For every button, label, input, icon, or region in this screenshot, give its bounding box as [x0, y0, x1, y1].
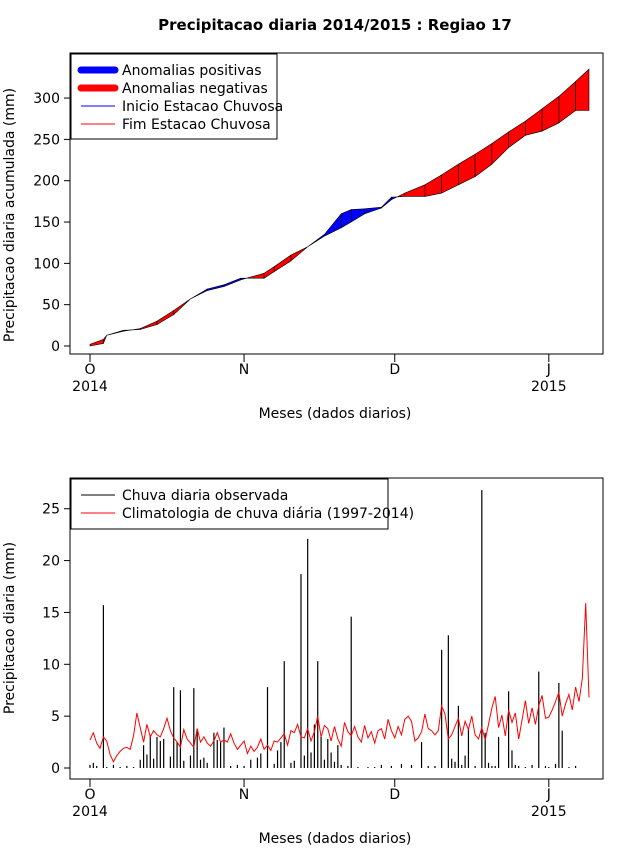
top-y-tick-label: 100 [33, 256, 60, 272]
bottom-legend-box [70, 478, 389, 530]
bottom-y-axis-label: Precipitacao diaria (mm) [2, 542, 18, 714]
negative-anomaly-area [575, 68, 590, 111]
bottom-x-tick-label: D [389, 787, 400, 803]
top-y-tick-label: 300 [33, 91, 60, 107]
positive-anomaly-area [364, 206, 382, 215]
negative-anomaly-area [397, 192, 406, 198]
top-y-tick-label: 50 [42, 298, 60, 314]
top-y-tick-label: 200 [33, 174, 60, 190]
bottom-x-tick-label: O [84, 787, 95, 803]
negative-anomaly-area [131, 328, 141, 331]
bottom-x-tick-year: 2015 [531, 804, 567, 820]
negative-anomaly-area [491, 131, 509, 165]
top-legend-box [70, 53, 278, 140]
bottom-y-tick-label: 25 [42, 502, 60, 518]
bottom-y-tick-label: 0 [51, 761, 60, 777]
bottom-x-axis-label: Meses (dados diarios) [259, 831, 412, 847]
positive-anomaly-area [206, 284, 225, 291]
negative-anomaly-area [89, 338, 104, 347]
legend-label-observed: Chuva diaria observada [122, 488, 288, 504]
negative-anomaly-area [525, 108, 543, 136]
top-y-tick-label: 250 [33, 132, 60, 148]
negative-anomaly-area [103, 335, 107, 344]
top-y-tick-label: 150 [33, 215, 60, 231]
top-legend: Anomalias positivas Anomalias negativas … [70, 53, 283, 140]
climatology-line [89, 603, 590, 763]
top-x-tick-year: 2015 [531, 379, 567, 395]
negative-anomaly-area [541, 95, 560, 132]
positive-anomaly-area [307, 233, 325, 248]
positive-anomaly-area [240, 277, 247, 281]
bottom-x-tick-year: 2014 [72, 804, 108, 820]
bottom-x-tick-label: J [546, 787, 551, 803]
top-x-tick-label: J [546, 362, 551, 378]
negative-anomaly-area [139, 320, 158, 330]
legend-label-positive: Anomalias positivas [122, 63, 262, 79]
negative-anomaly-area [263, 266, 275, 279]
legend-label-negative: Anomalias negativas [122, 81, 268, 97]
negative-anomaly-area [508, 120, 526, 149]
top-y-axis-label: Precipitacao diaria acumulada (mm) [2, 88, 18, 342]
negative-anomaly-area [290, 246, 308, 262]
bottom-y-tick-label: 20 [42, 554, 60, 570]
negative-anomaly-area [273, 254, 292, 273]
top-x-tick-label: N [239, 362, 249, 378]
bottom-plot-frame [69, 477, 604, 780]
positive-anomaly-area [106, 329, 124, 336]
positive-anomaly-area [340, 209, 352, 229]
negative-anomaly-area [558, 80, 576, 124]
top-y-tick-label: 0 [51, 339, 60, 355]
negative-anomaly-area [424, 174, 442, 197]
negative-anomaly-area [474, 142, 493, 178]
legend-label-climatology: Climatologia de chuva diária (1997-2014) [122, 506, 414, 522]
top-plot-frame [69, 52, 604, 355]
legend-label-onset: Inicio Estacao Chuvosa [122, 99, 283, 115]
positive-anomaly-area [324, 212, 342, 237]
negative-anomaly-area [173, 298, 191, 316]
positive-anomaly-area [350, 208, 365, 223]
bottom-y-tick-label: 10 [42, 657, 60, 673]
positive-anomaly-area [123, 329, 132, 332]
top-x-tick-year: 2014 [72, 379, 108, 395]
positive-anomaly-area [190, 288, 208, 300]
positive-anomaly-area [391, 196, 398, 201]
bottom-x-tick-label: N [239, 787, 249, 803]
positive-anomaly-area [223, 277, 241, 287]
legend-label-end: Fim Estacao Chuvosa [122, 117, 271, 133]
chart-title: Precipitacao diaria 2014/2015 : Regiao 1… [158, 16, 512, 34]
bottom-y-tick-label: 15 [42, 605, 60, 621]
negative-anomaly-area [156, 309, 174, 326]
bottom-legend: Chuva diaria observada Climatologia de c… [70, 478, 414, 530]
top-x-tick-label: D [389, 362, 400, 378]
negative-anomaly-area [458, 153, 476, 186]
negative-anomaly-area [246, 272, 265, 279]
bottom-y-tick-label: 5 [51, 709, 60, 725]
positive-anomaly-area [381, 196, 392, 209]
negative-anomaly-area [404, 184, 426, 197]
top-x-tick-label: O [84, 362, 95, 378]
top-x-axis-label: Meses (dados diarios) [259, 406, 412, 422]
negative-anomaly-area [441, 163, 459, 194]
